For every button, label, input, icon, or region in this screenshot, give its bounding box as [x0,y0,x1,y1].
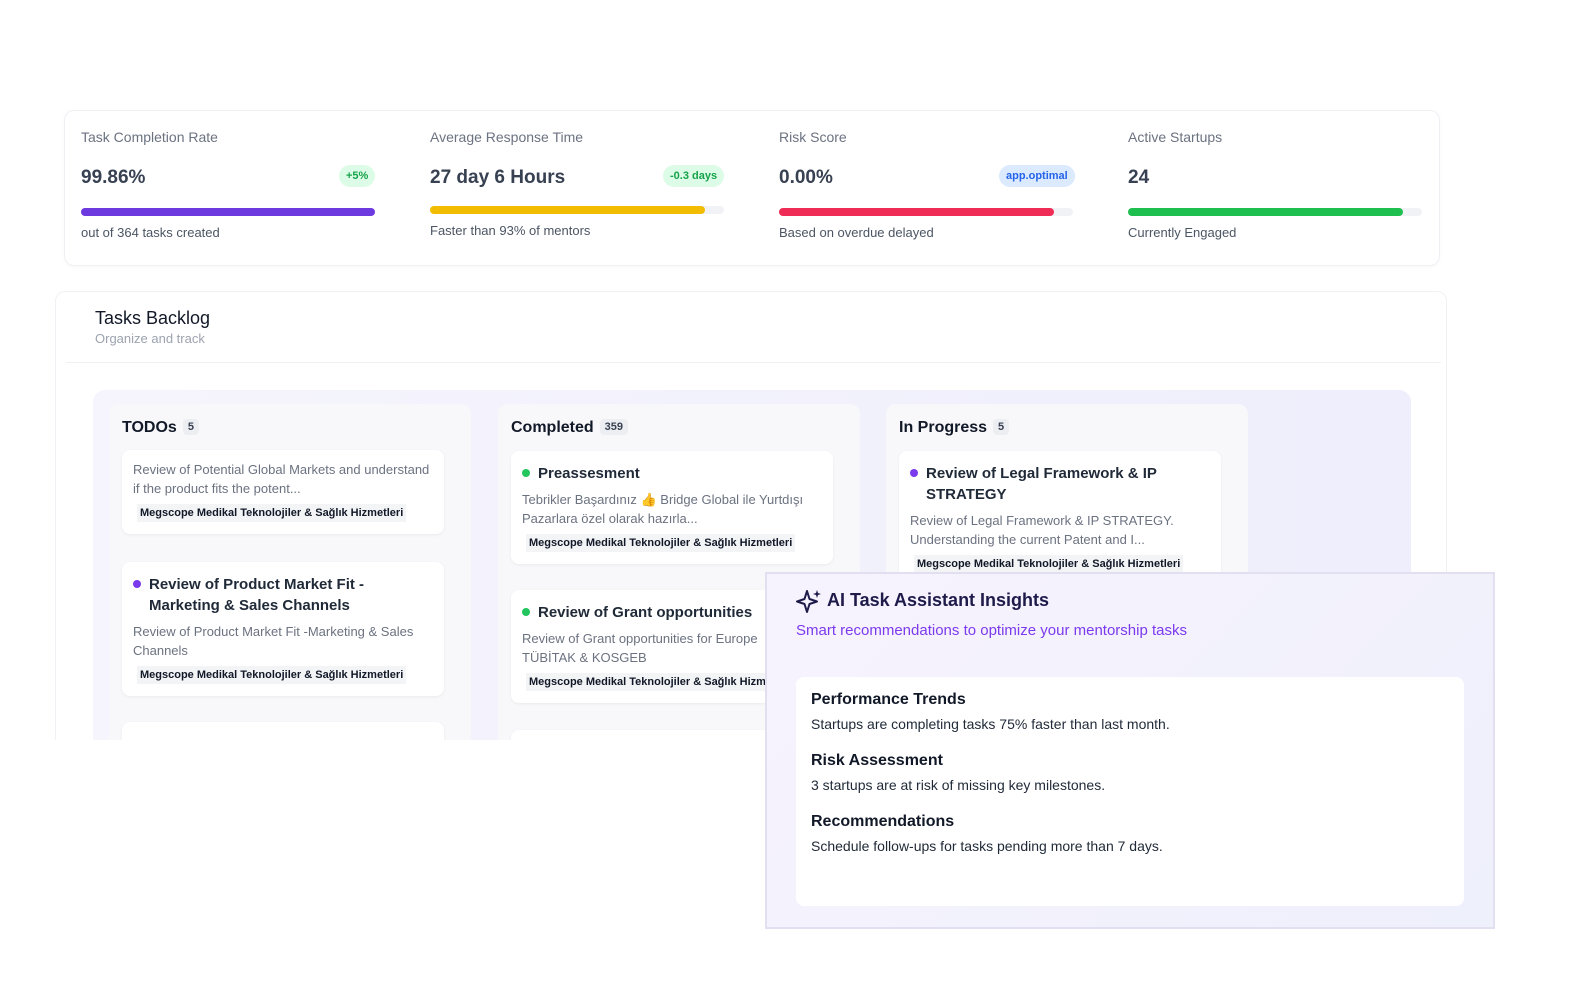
task-card: Review of Potential Global Markets and u… [122,450,444,534]
sparkle-icon [796,590,821,613]
progress-track [1128,208,1422,216]
stats-panel: Task Completion Rate 99.86% +5% out of 3… [64,110,1440,266]
stat-label: Task Completion Rate [81,129,218,145]
task-tag: Megscope Medikal Teknolojiler & Sağlık H… [137,504,407,522]
stat-label: Average Response Time [430,129,584,145]
task-title: Review of Product Market Fit -Marketing … [133,574,433,616]
stat-value: 99.86% [81,167,146,188]
stat-card: Average Response Time 27 day 6 Hours -0.… [430,111,730,267]
insight-heading: Performance Trends [811,691,966,708]
backlog-title: Tasks Backlog [95,308,211,328]
column-count: 359 [599,419,629,435]
column-header: Completed 359 [511,419,629,437]
task-tag: Megscope Medikal Teknolojiler & Sağlık H… [137,666,407,684]
stat-note: Currently Engaged [1128,225,1237,240]
stat-badge: -0.3 days [663,165,725,187]
task-tag: Megscope Medikal Teknolojiler & Sağlık H… [914,555,1184,573]
task-tag: Megscope Medikal Teknolojiler & Sağlık H… [526,534,796,552]
stat-value: 0.00% [779,167,833,188]
stat-card: Risk Score 0.00% app.optimal Based on ov… [779,111,1079,267]
task-title: Review of Legal Framework & IP STRATEGY [910,463,1210,505]
task-title: Preassesment [522,463,822,484]
insight-section: Risk Assessment 3 startups are at risk of… [811,752,1449,793]
task-description: Review of Potential Global Markets and u… [133,462,430,496]
ai-title: AI Task Assistant Insights [827,590,1050,610]
insight-text: Schedule follow-ups for tasks pending mo… [811,838,1163,854]
column-header: TODOs 5 [122,419,199,437]
insight-heading: Risk Assessment [811,752,943,769]
ai-content: Performance Trends Startups are completin… [796,677,1464,906]
progress-fill [1128,208,1403,216]
task-card: Review of Legal Framework & IP STRATEGY R… [899,451,1221,585]
insight-heading: Recommendations [811,813,955,830]
column-count: 5 [182,419,199,435]
task-description: Review of Grant opportunities for Europe… [522,631,758,665]
progress-fill [779,208,1054,216]
task-card [122,722,444,740]
progress-track [779,208,1073,216]
progress-track [81,208,375,216]
stat-note: Based on overdue delayed [779,225,934,240]
stat-card: Task Completion Rate 99.86% +5% out of 3… [81,111,381,267]
divider [66,362,1441,363]
stat-badge: app.optimal [999,165,1075,187]
progress-fill [430,206,705,214]
stat-label: Risk Score [779,129,847,145]
ai-subtitle: Smart recommendations to optimize your m… [796,622,1187,639]
kanban-column: TODOs 5 Review of Potential Global Markets… [109,404,471,740]
stat-value: 24 [1128,167,1150,188]
stat-card: Active Startups 24 Currently Engaged [1128,111,1428,267]
stat-label: Active Startups [1128,129,1223,145]
task-card [511,730,833,740]
progress-track [430,206,724,214]
task-title: Review of Grant opportunities [522,602,822,623]
stat-value: 27 day 6 Hours [430,167,566,188]
task-card: Preassesment Tebrikler Başardınız 👍 Bridg… [511,451,833,564]
insight-section: Recommendations Schedule follow-ups for t… [811,813,1449,854]
insight-text: Startups are completing tasks 75% faster… [811,716,1170,732]
task-description: Tebrikler Başardınız 👍 Bridge Global ile… [522,492,804,526]
stat-note: Faster than 93% of mentors [430,223,591,238]
task-description: Review of Product Market Fit -Marketing … [133,624,414,658]
column-name: Completed [511,419,594,436]
column-header: In Progress 5 [899,419,1010,437]
task-card: Review of Product Market Fit -Marketing … [122,562,444,696]
progress-fill [81,208,375,216]
insight-text: 3 startups are at risk of missing key mi… [811,777,1106,793]
stat-note: out of 364 tasks created [81,225,220,240]
column-name: TODOs [122,419,177,436]
insight-section: Performance Trends Startups are completin… [811,691,1449,732]
column-count: 5 [993,419,1010,435]
task-description: Review of Legal Framework & IP STRATEGY.… [910,513,1174,547]
column-name: In Progress [899,419,988,436]
backlog-subtitle: Organize and track [95,331,205,346]
task-tag: Megscope Medikal Teknolojiler & Sağlık H… [526,673,796,691]
stat-badge: +5% [339,165,376,187]
ai-insights-panel: AI Task Assistant Insights Smart recomme… [765,572,1495,929]
